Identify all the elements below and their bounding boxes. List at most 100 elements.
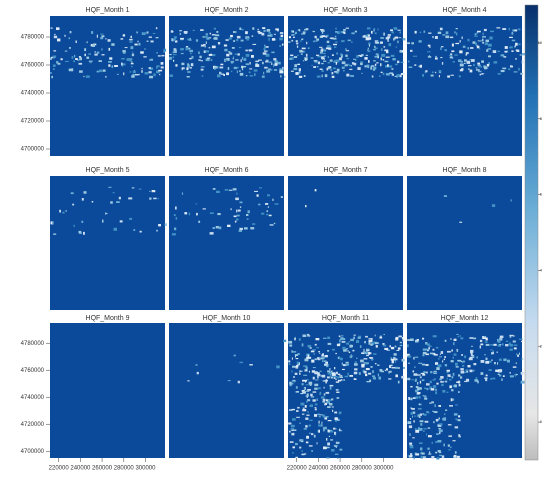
speckle	[53, 50, 56, 51]
speckle	[376, 42, 379, 43]
speckle	[423, 456, 426, 458]
speckle	[235, 198, 239, 201]
speckle	[397, 74, 400, 77]
speckle	[442, 34, 445, 35]
speckle	[420, 453, 421, 454]
speckle	[482, 39, 484, 42]
speckle	[156, 65, 159, 67]
speckle	[135, 74, 138, 75]
speckle	[440, 57, 442, 58]
speckle	[149, 76, 153, 79]
speckle	[315, 61, 319, 63]
speckle	[354, 368, 357, 370]
speckle	[264, 51, 268, 52]
speckle	[283, 340, 286, 342]
speckle	[381, 371, 384, 373]
speckle	[435, 56, 437, 57]
speckle	[521, 341, 523, 342]
speckle	[518, 68, 520, 71]
speckle	[351, 65, 352, 66]
speckle	[263, 30, 265, 32]
speckle	[309, 445, 313, 446]
speckle	[214, 37, 217, 40]
speckle	[346, 363, 349, 366]
speckle	[423, 431, 425, 432]
speckle	[429, 451, 430, 453]
speckle	[373, 28, 375, 30]
speckle	[322, 360, 323, 362]
speckle	[247, 218, 249, 220]
speckle	[227, 225, 231, 227]
speckle	[182, 48, 183, 49]
speckle	[311, 351, 315, 353]
speckle	[476, 67, 478, 68]
speckle	[189, 213, 190, 216]
speckle	[317, 398, 318, 401]
speckle	[442, 62, 443, 65]
speckle	[131, 66, 132, 67]
speckle	[185, 47, 188, 50]
speckle	[427, 343, 430, 346]
speckle	[460, 337, 463, 339]
speckle	[486, 40, 490, 43]
speckle	[341, 56, 343, 58]
speckle	[169, 54, 172, 55]
speckle	[95, 51, 96, 52]
speckle	[228, 67, 230, 70]
speckle	[470, 47, 473, 49]
speckle	[150, 67, 152, 69]
speckle	[461, 371, 465, 374]
speckle	[275, 63, 278, 66]
speckle	[505, 51, 508, 53]
speckle	[354, 335, 356, 336]
speckle	[377, 365, 379, 366]
speckle	[301, 450, 303, 451]
speckle	[203, 208, 206, 209]
speckle	[159, 74, 160, 75]
y-tick-label: 4700000	[21, 449, 45, 455]
speckle	[306, 42, 307, 44]
speckle	[410, 386, 412, 387]
speckle	[359, 372, 361, 375]
speckle	[300, 371, 303, 372]
speckle	[426, 411, 428, 413]
speckle	[243, 59, 246, 61]
speckle	[236, 210, 237, 213]
speckle	[214, 28, 216, 30]
speckle	[383, 345, 386, 347]
speckle	[61, 58, 63, 60]
speckle	[269, 62, 272, 63]
speckle	[246, 54, 250, 57]
speckle	[309, 357, 311, 359]
speckle	[441, 46, 444, 47]
speckle	[321, 35, 325, 37]
speckle	[330, 60, 333, 62]
speckle	[478, 66, 482, 67]
speckle	[439, 75, 440, 77]
speckle	[449, 55, 452, 56]
raster-panel	[169, 16, 284, 156]
speckle	[306, 384, 309, 385]
speckle	[438, 423, 441, 425]
speckle	[266, 71, 267, 73]
speckle	[410, 50, 413, 52]
speckle	[173, 39, 176, 42]
speckle	[250, 62, 251, 65]
speckle	[502, 343, 504, 345]
speckle	[366, 355, 369, 356]
speckle	[440, 376, 443, 379]
speckle	[54, 34, 55, 35]
speckle	[376, 62, 378, 63]
speckle	[224, 45, 227, 47]
speckle	[408, 421, 412, 424]
speckle	[460, 368, 463, 370]
speckle	[510, 65, 512, 67]
speckle	[323, 53, 326, 54]
speckle	[305, 405, 307, 408]
speckle	[408, 397, 410, 400]
speckle	[426, 383, 430, 385]
speckle	[173, 51, 175, 53]
speckle	[460, 335, 462, 336]
speckle	[391, 55, 395, 57]
speckle	[356, 55, 359, 58]
